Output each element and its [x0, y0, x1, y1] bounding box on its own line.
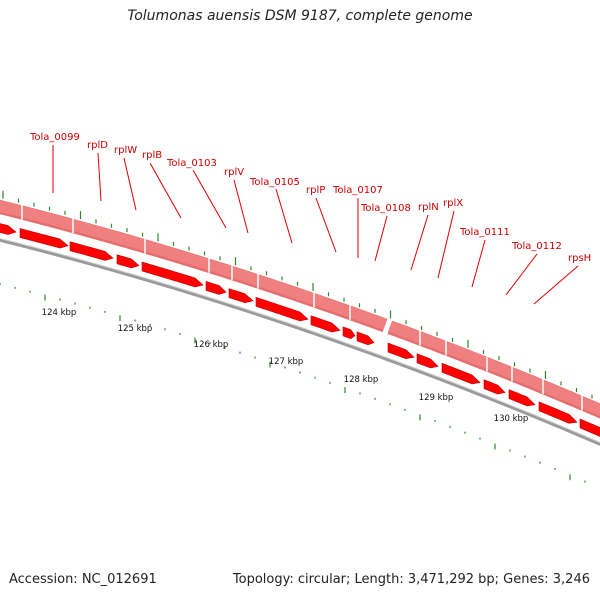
leader-line	[192, 169, 227, 229]
leader-line	[149, 162, 182, 219]
scale-label: 130 kbp	[494, 414, 529, 424]
gene-arrow	[579, 418, 600, 437]
gene-label: Tola_0112	[511, 241, 562, 252]
leader-line	[410, 214, 429, 271]
gene-arrow	[0, 223, 17, 235]
gene-label: Tola_0099	[29, 132, 80, 143]
gene-label: Tola_0105	[249, 177, 300, 188]
gene-label: rplN	[418, 202, 439, 213]
gene-arrow	[69, 241, 114, 261]
scale-label: 129 kbp	[419, 393, 454, 403]
leader-line	[97, 152, 102, 202]
outer-gene-band	[0, 199, 600, 419]
scale-label: 125 kbp	[118, 324, 153, 334]
gene-arrow	[416, 353, 439, 369]
gene-label: rplW	[114, 145, 137, 156]
map-title: Tolumonas auensis DSM 9187, complete gen…	[127, 8, 473, 24]
accession-label: Accession: NC_012691	[9, 572, 157, 587]
gene-arrow	[483, 379, 506, 395]
scale-label-group: 124 kbp 125 kbp 126 kbp 127 kbp 128 kbp 129 k…	[42, 308, 529, 424]
backbone-highlight	[0, 237, 600, 444]
backbone-line	[0, 238, 600, 446]
outer-tick-row	[2, 190, 593, 399]
gene-arrow	[441, 362, 481, 385]
gene-label: rplX	[443, 198, 463, 209]
gene-label: rpsH	[568, 253, 591, 264]
gene-arrow	[356, 331, 375, 346]
gene-label: rplP	[306, 185, 325, 196]
gene-arrow	[141, 261, 204, 288]
scale-label: 128 kbp	[344, 375, 379, 385]
gene-label-group: Tola_0099 rplD rplW rplB Tola_0103 rplV Tola_0…	[29, 132, 591, 264]
band-segment	[0, 200, 387, 330]
gene-label: Tola_0111	[459, 227, 510, 238]
scale-label: 126 kbp	[194, 340, 229, 350]
leader-line	[374, 215, 388, 262]
scale-label: 124 kbp	[42, 308, 77, 318]
gene-label: rplV	[224, 167, 244, 178]
genome-backbone	[0, 237, 600, 446]
genome-summary: Topology: circular; Length: 3,471,292 bp…	[232, 572, 590, 587]
leader-line	[275, 188, 293, 244]
leader-line	[437, 210, 455, 279]
gene-arrow	[342, 326, 356, 339]
gene-label: Tola_0108	[360, 203, 411, 214]
gene-arrow	[310, 315, 341, 333]
gene-arrow	[205, 280, 227, 295]
leader-line	[233, 179, 249, 234]
gene-arrow	[387, 342, 415, 360]
gene-arrow	[116, 254, 140, 269]
gene-arrow	[508, 389, 536, 407]
leader-line	[123, 157, 137, 211]
gene-arrow	[19, 228, 69, 249]
label-leader-lines	[52, 145, 579, 305]
gene-arrow	[255, 296, 309, 322]
scale-tick-row	[0, 283, 586, 483]
gene-label: rplD	[87, 140, 108, 151]
gene-label: Tola_0103	[166, 158, 217, 169]
gene-label: Tola_0107	[332, 185, 383, 196]
leader-line	[505, 253, 538, 296]
scale-label: 127 kbp	[269, 357, 304, 367]
gene-arrow	[228, 288, 254, 304]
leader-line	[471, 239, 486, 288]
leader-line	[533, 265, 579, 305]
gene-arrow-track	[0, 223, 600, 437]
leader-line	[315, 197, 337, 253]
gene-label: rplB	[142, 150, 162, 161]
gene-arrow	[538, 401, 578, 424]
band-segment	[388, 321, 600, 416]
